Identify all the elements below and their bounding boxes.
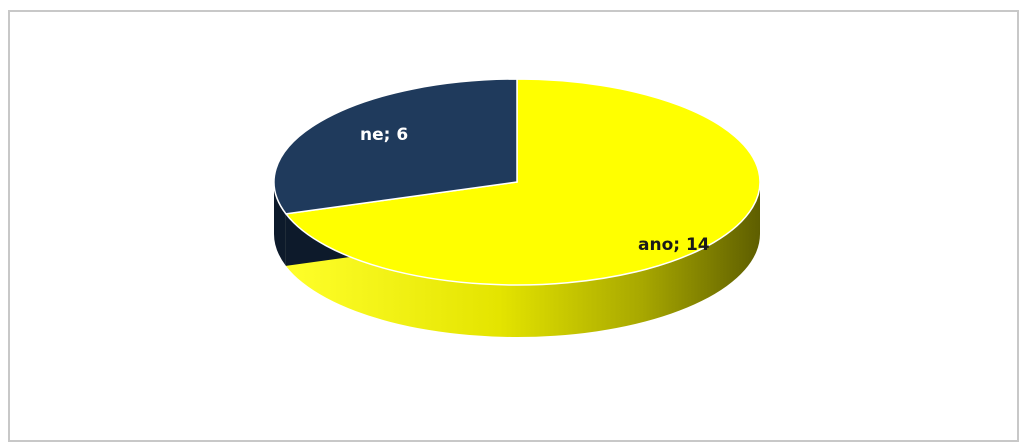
pie-3d xyxy=(273,78,761,337)
data-label-ano: ano; 14 xyxy=(638,235,710,255)
pie-slice-ne xyxy=(273,78,518,215)
pie-side-ano xyxy=(285,182,760,337)
pie-slice-ano xyxy=(284,78,761,286)
pie-side-ne xyxy=(274,182,286,266)
data-label-ne: ne; 6 xyxy=(360,125,408,145)
